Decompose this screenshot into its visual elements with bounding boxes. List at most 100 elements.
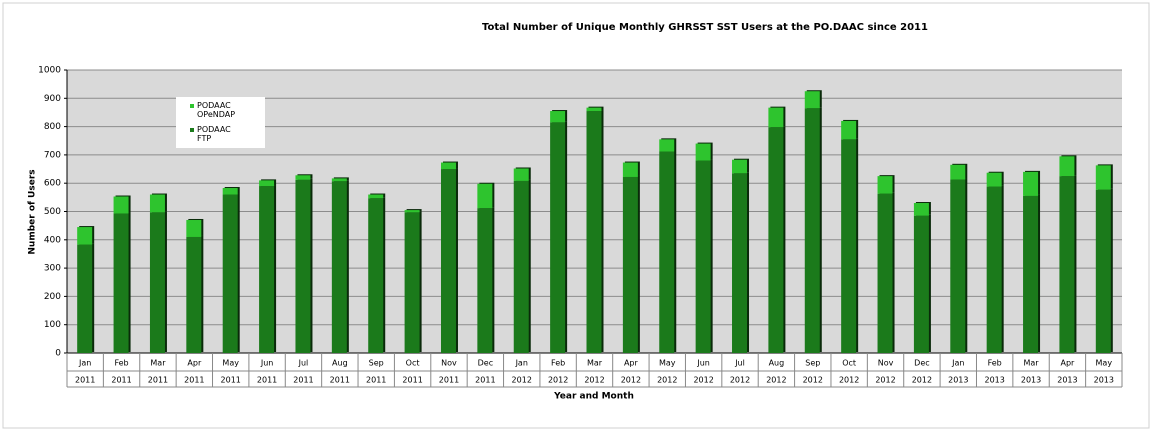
legend-entry: PODAAC FTP: [197, 125, 231, 143]
x-tick-year: 2012: [512, 376, 532, 385]
y-tick-label: 1000: [38, 66, 61, 76]
x-tick-year: 2012: [657, 376, 677, 385]
x-tick-label: Oct: [842, 359, 856, 368]
x-tick-year: 2013: [1094, 376, 1114, 385]
bar-segment: [950, 179, 966, 353]
x-tick-label: Feb: [551, 359, 565, 368]
x-tick-label: Apr: [187, 359, 202, 368]
x-tick-year: 2012: [584, 376, 604, 385]
legend-swatch: [190, 128, 194, 132]
bar-segment: [477, 208, 493, 353]
bar-segment: [622, 176, 638, 353]
bar-segment: [586, 107, 602, 112]
x-tick-label: Dec: [478, 359, 493, 368]
bar-segment: [368, 198, 384, 353]
x-tick-year: 2012: [730, 376, 750, 385]
x-tick-label: Nov: [441, 359, 457, 368]
bar-segment: [440, 162, 456, 170]
y-tick-label: 400: [44, 235, 61, 245]
bar-segment: [877, 193, 893, 353]
bar-segment: [1059, 156, 1075, 177]
y-tick-label: 300: [44, 264, 61, 274]
x-tick-label: May: [659, 359, 676, 368]
x-tick-year: 2012: [803, 376, 823, 385]
bar-segment: [659, 151, 675, 353]
bar-segment: [404, 212, 420, 353]
bar-segment: [1023, 171, 1039, 196]
bar-segment: [586, 111, 602, 353]
bar-segment: [331, 181, 347, 353]
bar-segment: [913, 203, 929, 216]
x-tick-year: 2011: [257, 376, 277, 385]
legend-swatch: [190, 104, 194, 108]
legend-label: PODAAC OPeNDAP: [197, 101, 236, 119]
bar-segment: [841, 139, 857, 353]
y-tick-label: 600: [44, 179, 61, 189]
bar-segment: [295, 175, 311, 180]
bar-segment: [477, 183, 493, 209]
bar-segment: [77, 227, 93, 245]
y-tick-label: 100: [44, 320, 61, 330]
legend-label: PODAAC FTP: [197, 125, 231, 143]
bar-segment: [149, 212, 165, 353]
chart-title: Total Number of Unique Monthly GHRSST SS…: [482, 22, 928, 33]
x-tick-year: 2011: [330, 376, 350, 385]
x-tick-year: 2013: [948, 376, 968, 385]
bar-segment: [913, 215, 929, 353]
bar-segment: [659, 139, 675, 152]
bar-segment: [77, 244, 93, 353]
bar-segment: [695, 160, 711, 353]
x-tick-year: 2012: [875, 376, 895, 385]
x-tick-year: 2011: [221, 376, 241, 385]
x-tick-year: 2011: [148, 376, 168, 385]
bar-segment: [986, 186, 1002, 353]
bar-segment: [950, 164, 966, 180]
x-tick-year: 2012: [621, 376, 641, 385]
bar-segment: [695, 143, 711, 161]
x-tick-year: 2011: [475, 376, 495, 385]
x-tick-year: 2012: [548, 376, 568, 385]
x-tick-year: 2011: [402, 376, 422, 385]
x-tick-label: Jul: [734, 359, 745, 368]
x-tick-label: Feb: [114, 359, 128, 368]
y-tick-label: 900: [44, 94, 61, 104]
bar-segment: [113, 196, 129, 214]
x-tick-year: 2013: [1021, 376, 1041, 385]
y-tick-label: 700: [44, 150, 61, 160]
bar-segment: [186, 236, 202, 353]
y-tick-label: 0: [55, 349, 61, 359]
x-tick-year: 2011: [293, 376, 313, 385]
bar-segment: [804, 91, 820, 109]
bar-segment: [295, 179, 311, 353]
x-tick-year: 2012: [766, 376, 786, 385]
y-axis-label: Number of Users: [28, 169, 38, 254]
bar-segment: [732, 173, 748, 353]
bar-segment: [259, 180, 275, 187]
x-tick-year: 2012: [912, 376, 932, 385]
bar-segment: [841, 120, 857, 140]
x-tick-label: Jun: [696, 359, 710, 368]
x-tick-label: Dec: [914, 359, 929, 368]
x-tick-year: 2011: [75, 376, 95, 385]
bar-segment: [259, 186, 275, 353]
legend-entry: PODAAC OPeNDAP: [197, 101, 236, 119]
x-tick-label: Apr: [1061, 359, 1076, 368]
bar-segment: [513, 168, 529, 181]
bar-segment: [622, 162, 638, 177]
bar-segment: [804, 108, 820, 353]
x-tick-year: 2013: [1057, 376, 1077, 385]
bar-segment: [1059, 176, 1075, 353]
x-tick-label: Nov: [878, 359, 894, 368]
bar-segment: [222, 194, 238, 353]
bar-segment: [404, 210, 420, 213]
bar-segment: [440, 169, 456, 353]
x-tick-year: 2012: [693, 376, 713, 385]
x-tick-label: Sep: [805, 359, 820, 368]
y-tick-label: 500: [44, 207, 61, 217]
x-tick-year: 2011: [439, 376, 459, 385]
x-tick-year: 2011: [184, 376, 204, 385]
x-tick-label: Apr: [624, 359, 639, 368]
bar-segment: [1095, 189, 1111, 353]
